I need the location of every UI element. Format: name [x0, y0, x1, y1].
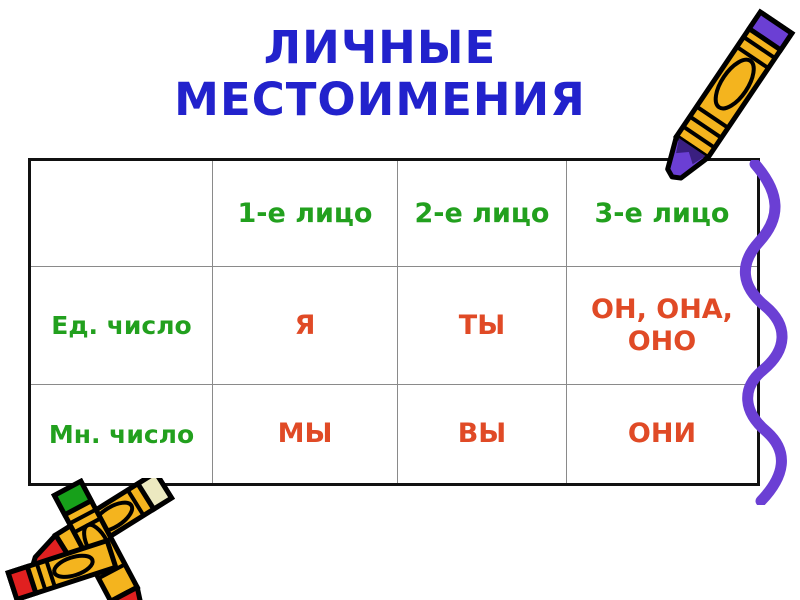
column-header-3rd-person: 3-е лицо — [566, 159, 759, 267]
pronoun-text: Я — [294, 309, 316, 341]
table-row-plural: Мн. число МЫ ВЫ ОНИ — [29, 384, 759, 485]
cell-plural-2nd-person: ВЫ — [397, 384, 567, 485]
cell-singular-1st-person: Я — [212, 266, 398, 385]
column-header-label: 3-е лицо — [594, 198, 730, 229]
row-header-label: Мн. число — [48, 419, 195, 449]
row-header-plural: Мн. число — [29, 384, 213, 485]
pronoun-text: ТЫ — [458, 309, 506, 341]
pronoun-text: МЫ — [277, 418, 333, 449]
page-title: ЛИЧНЫЕ МЕСТОИМЕНИЯ — [0, 22, 760, 126]
table-corner-cell — [29, 159, 213, 267]
row-header-label: Ед. число — [51, 311, 192, 340]
cell-singular-2nd-person: ТЫ — [397, 266, 567, 385]
personal-pronouns-table: 1-е лицо 2-е лицо 3-е лицо Ед. число Я Т… — [28, 158, 760, 486]
table-row-singular: Ед. число Я ТЫ ОН, ОНА, ОНО — [29, 266, 759, 385]
column-header-label: 2-е лицо — [414, 198, 550, 229]
column-header-1st-person: 1-е лицо — [212, 159, 398, 267]
cell-plural-1st-person: МЫ — [212, 384, 398, 485]
column-header-label: 1-е лицо — [237, 198, 373, 229]
row-header-singular: Ед. число — [29, 266, 213, 385]
cell-singular-3rd-person: ОН, ОНА, ОНО — [566, 266, 759, 385]
crayons-pair-icon — [5, 478, 176, 600]
table-header-row: 1-е лицо 2-е лицо 3-е лицо — [29, 159, 759, 267]
column-header-2nd-person: 2-е лицо — [397, 159, 567, 267]
cell-plural-3rd-person: ОНИ — [566, 384, 759, 485]
pronoun-text: ОНИ — [627, 418, 697, 449]
pronoun-text: ОН, ОНА, ОНО — [591, 293, 733, 357]
title-line-2: МЕСТОИМЕНИЯ — [174, 73, 586, 126]
pronoun-text: ВЫ — [457, 418, 507, 449]
title-line-1: ЛИЧНЫЕ — [263, 21, 497, 74]
